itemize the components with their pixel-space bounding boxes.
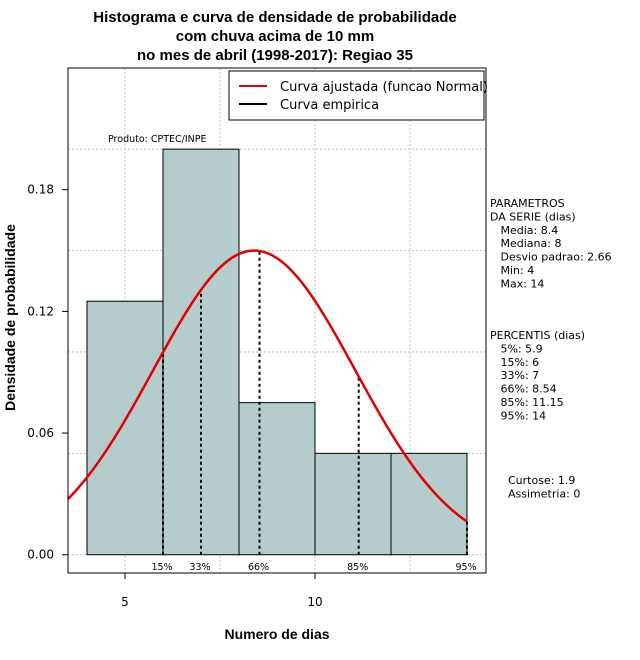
chart-title: Histograma e curva de densidade de proba… (93, 9, 456, 64)
axes: 5 10 0.00 0.06 0.12 0.18 (27, 183, 322, 609)
legend-box (228, 70, 485, 121)
percentile-stat: 85%: 11.15 (490, 396, 564, 409)
title-line: Histograma e curva de densidade de proba… (93, 9, 456, 26)
percentile-label: 95% (455, 562, 476, 573)
shape-stat: Curtose: 1.9 (508, 474, 575, 487)
percentile-stat: 95%: 14 (490, 409, 546, 422)
histogram-bar (314, 452, 392, 556)
normal-curve (67, 249, 468, 523)
series-parameter: Max: 14 (490, 277, 544, 290)
histogram-bar (390, 452, 468, 556)
histogram-bar (86, 300, 164, 556)
legend-entry: Curva empirica (280, 98, 379, 113)
y-tick-label: 0.18 (27, 183, 54, 197)
percentile-stat: 5%: 5.9 (490, 342, 543, 355)
series-parameter: DA SERIE (dias) (490, 210, 576, 223)
plot-frame (67, 67, 487, 574)
legend: Curva ajustada (funcao Normal) Curva empi… (228, 70, 488, 121)
series-parameter: Desvio padrao: 2.66 (490, 251, 612, 264)
series-parameter: Media: 8.4 (490, 224, 558, 237)
title-line: com chuva acima de 10 mm (176, 28, 374, 45)
series-parameter: PARAMETROS (490, 197, 565, 210)
percentile-stat: PERCENTIS (dias) (490, 329, 585, 342)
x-tick-label: 10 (307, 595, 322, 609)
percentile-label: 15% (151, 562, 172, 573)
normal-curve-line (67, 249, 468, 523)
legend-entry: Curva ajustada (funcao Normal) (280, 80, 488, 95)
y-tick-label: 0.12 (27, 304, 54, 318)
percentile-stat: 15%: 6 (490, 356, 539, 369)
histogram-bar (238, 402, 316, 556)
percentile-stat: 33%: 7 (490, 369, 539, 382)
percentile-label: 33% (189, 562, 210, 573)
series-parameter: Mediana: 8 (490, 237, 561, 250)
y-tick-label: 0.00 (27, 548, 54, 562)
percentile-label: 66% (248, 562, 269, 573)
x-axis-label: Numero de dias (224, 626, 329, 642)
shape-stat: Assimetria: 0 (508, 487, 580, 500)
percentile-label: 85% (347, 562, 368, 573)
series-parameter: Min: 4 (490, 264, 534, 277)
title-line: no mes de abril (1998-2017): Regiao 35 (137, 47, 413, 64)
x-tick-label: 5 (121, 595, 129, 609)
percentile-stat: 66%: 8.54 (490, 383, 557, 396)
product-label: Produto: CPTEC/INPE (108, 134, 207, 145)
y-axis-label: Densidade de probabilidade (2, 224, 18, 411)
y-tick-label: 0.06 (27, 426, 54, 440)
percentile-lines: 15% 33% 66% 85% 95% (151, 250, 477, 573)
